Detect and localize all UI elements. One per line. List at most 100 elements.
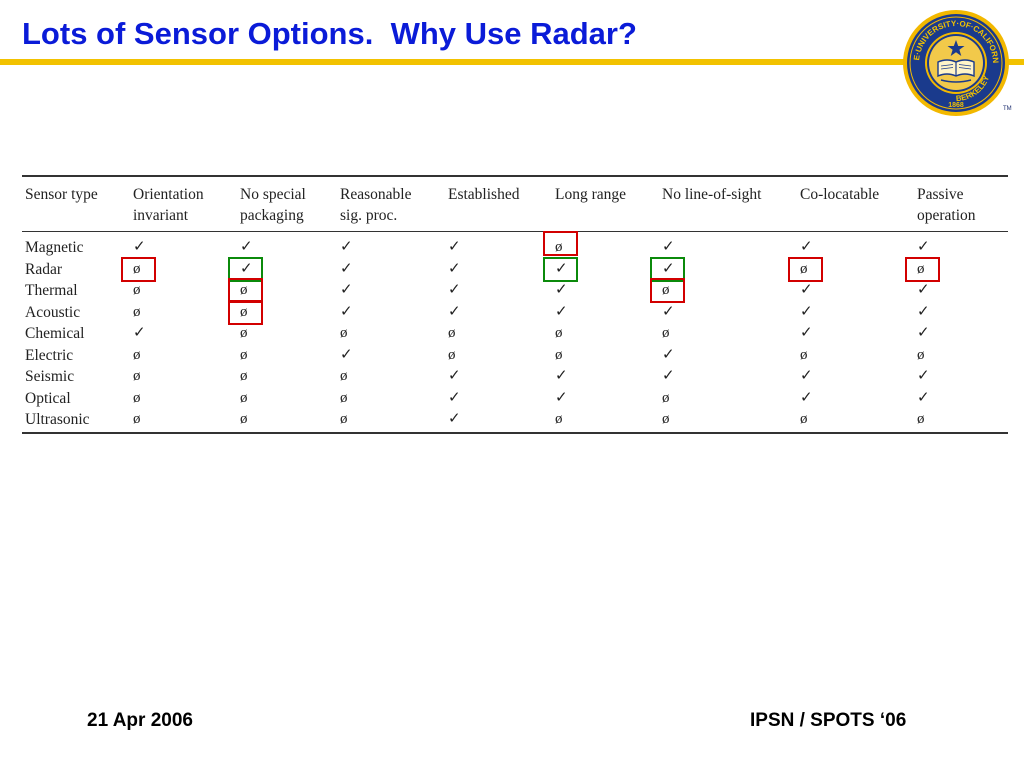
- mark-cell: ✓: [917, 325, 930, 342]
- mark-cell: ø: [340, 411, 348, 428]
- mark-cell: ø: [133, 303, 141, 320]
- mark-cell: ø: [240, 303, 248, 320]
- mark-cell: ø: [800, 346, 808, 363]
- mark-cell: ø: [662, 282, 670, 299]
- header-sensor-type: Sensor type: [22, 176, 130, 232]
- sensor-name-cell: Magnetic: [25, 239, 84, 257]
- highlight-box-green: [650, 256, 685, 282]
- sensor-name-cell: Seismic: [25, 368, 75, 386]
- mark-cell: ø: [555, 239, 563, 256]
- mark-cell: ø: [133, 411, 141, 428]
- mark-cell: ø: [133, 282, 141, 299]
- mark-cell: ø: [133, 260, 141, 277]
- sensor-name-cell: Chemical: [25, 325, 85, 343]
- mark-cell: ✓: [800, 389, 813, 406]
- mark-cell: ø: [662, 325, 670, 342]
- highlight-box-red: [121, 256, 156, 282]
- mark-cell: ✓: [340, 303, 353, 320]
- highlight-box-green: [543, 256, 578, 282]
- mark-cell: ✓: [917, 239, 930, 256]
- mark-cell: ø: [662, 389, 670, 406]
- mark-cell: ✓: [555, 282, 568, 299]
- mark-cell: ✓: [133, 325, 146, 342]
- table-row: Chemical ✓ ø ø ø ø ø ✓ ✓: [22, 323, 1008, 345]
- mark-cell: ✓: [340, 282, 353, 299]
- mark-cell: ø: [240, 411, 248, 428]
- sensor-name-cell: Optical: [25, 389, 71, 407]
- seal-year: 1868: [948, 102, 964, 109]
- header-passive-operation: Passive operation: [914, 176, 1008, 232]
- mark-cell: ø: [800, 260, 808, 277]
- mark-cell: ✓: [800, 303, 813, 320]
- table-row: Seismic ø ø ø ✓ ✓ ✓ ✓ ✓: [22, 366, 1008, 388]
- table-row: Electric ø ø ✓ ø ø ✓ ø ø: [22, 345, 1008, 367]
- header-established: Established: [445, 176, 552, 232]
- mark-cell: ø: [555, 346, 563, 363]
- mark-cell: ø: [240, 368, 248, 385]
- mark-cell: ✓: [448, 239, 461, 256]
- mark-cell: ✓: [917, 389, 930, 406]
- mark-cell: ø: [917, 260, 925, 277]
- mark-cell: ✓: [340, 239, 353, 256]
- mark-cell: ø: [240, 389, 248, 406]
- table-row: Optical ø ø ø ✓ ✓ ø ✓ ✓: [22, 388, 1008, 410]
- mark-cell: ✓: [240, 260, 253, 277]
- mark-cell: ✓: [448, 411, 461, 428]
- mark-cell: ✓: [917, 368, 930, 385]
- table-row: Ultrasonic ø ø ø ✓ ø ø ø ø: [22, 409, 1008, 433]
- mark-cell: ✓: [917, 282, 930, 299]
- mark-cell: ø: [240, 346, 248, 363]
- header-orientation-invariant: Orientation invariant: [130, 176, 237, 232]
- sensor-name-cell: Acoustic: [25, 303, 81, 321]
- mark-cell: ✓: [800, 282, 813, 299]
- mark-cell: ✓: [800, 325, 813, 342]
- mark-cell: ✓: [662, 303, 675, 320]
- highlight-box-red: [228, 278, 263, 304]
- mark-cell: ✓: [555, 368, 568, 385]
- mark-cell: ✓: [448, 389, 461, 406]
- mark-cell: ✓: [340, 260, 353, 277]
- header-co-locatable: Co-locatable: [797, 176, 914, 232]
- mark-cell: ø: [917, 411, 925, 428]
- mark-cell: ø: [662, 411, 670, 428]
- mark-cell: ✓: [448, 260, 461, 277]
- sensor-comparison-table: Sensor type Orientation invariant No spec…: [22, 175, 1008, 434]
- mark-cell: ✓: [555, 303, 568, 320]
- mark-cell: ✓: [800, 368, 813, 385]
- mark-cell: ✓: [800, 239, 813, 256]
- mark-cell: ø: [133, 368, 141, 385]
- mark-cell: ✓: [662, 239, 675, 256]
- table-row: Acoustic ø ø ✓ ✓ ✓ ✓ ✓ ✓: [22, 302, 1008, 324]
- mark-cell: ø: [555, 411, 563, 428]
- mark-cell: ø: [133, 389, 141, 406]
- table-row: Radar ø ✓ ✓ ✓ ✓ ✓ ø ø: [22, 259, 1008, 281]
- highlight-box-red: [228, 299, 263, 325]
- sensor-name-cell: Ultrasonic: [25, 411, 90, 429]
- mark-cell: ø: [240, 325, 248, 342]
- mark-cell: ø: [917, 346, 925, 363]
- table-header-row: Sensor type Orientation invariant No spec…: [22, 176, 1008, 232]
- mark-cell: ✓: [448, 303, 461, 320]
- header-no-line-of-sight: No line-of-sight: [659, 176, 797, 232]
- mark-cell: ø: [448, 346, 456, 363]
- mark-cell: ✓: [240, 239, 253, 256]
- table-row: Thermal ø ø ✓ ✓ ✓ ø ✓ ✓: [22, 280, 1008, 302]
- mark-cell: ✓: [917, 303, 930, 320]
- footer-venue: IPSN / SPOTS ‘06: [750, 710, 907, 731]
- mark-cell: ✓: [662, 260, 675, 277]
- mark-cell: ø: [340, 389, 348, 406]
- mark-cell: ø: [555, 325, 563, 342]
- highlight-box-red: [650, 278, 685, 304]
- mark-cell: ø: [800, 411, 808, 428]
- sensor-name-cell: Electric: [25, 346, 74, 364]
- highlight-box-green: [228, 256, 263, 282]
- table-row: Magnetic ✓ ✓ ✓ ✓ ø ✓ ✓ ✓: [22, 232, 1008, 259]
- mark-cell: ø: [340, 325, 348, 342]
- mark-cell: ø: [133, 346, 141, 363]
- trademark-mark: TM: [1003, 106, 1012, 112]
- mark-cell: ✓: [662, 346, 675, 363]
- title-underline-bar: [0, 59, 1024, 65]
- sensor-name-cell: Thermal: [25, 282, 78, 300]
- mark-cell: ✓: [555, 260, 568, 277]
- mark-cell: ✓: [662, 368, 675, 385]
